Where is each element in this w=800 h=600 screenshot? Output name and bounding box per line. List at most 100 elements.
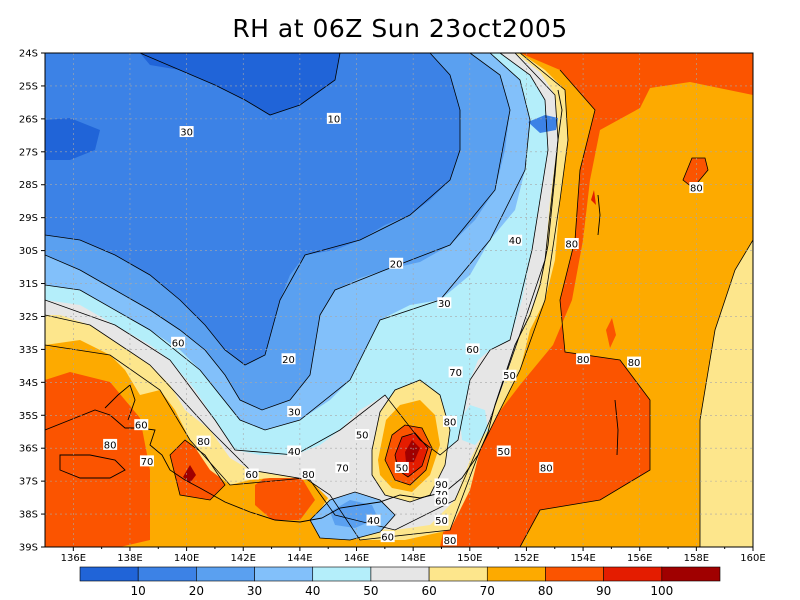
- contour-lines: [45, 53, 753, 547]
- contour-label: 80: [577, 355, 590, 366]
- contour-label-bg: [434, 514, 449, 526]
- gridlines: [45, 53, 753, 547]
- lon-label: 138E: [117, 553, 142, 564]
- contour-label-bg: [287, 405, 302, 417]
- contour-label-bg: [496, 445, 511, 457]
- colorbar-label: 40: [305, 584, 320, 598]
- colorbar-swatch: [254, 566, 314, 582]
- colorbar-swatch: [486, 566, 546, 582]
- contour-label-bg: [103, 438, 118, 450]
- lat-label: 25S: [19, 81, 38, 92]
- map-title: RH at 06Z Sun 23oct2005: [232, 14, 568, 43]
- contour-label-bg: [442, 534, 457, 546]
- colorbar-label: 60: [421, 584, 436, 598]
- contour-label: 60: [135, 421, 148, 432]
- contour-label-bg: [576, 353, 591, 365]
- contour-label: 80: [540, 463, 553, 474]
- colorbar-label: 100: [650, 584, 673, 598]
- lon-label: 156E: [627, 553, 652, 564]
- colorbar-swatch: [312, 566, 372, 582]
- contour-label-bg: [539, 461, 554, 473]
- contour-label: 70: [141, 457, 154, 468]
- contour-label-bg: [139, 455, 154, 467]
- contour-label: 60: [466, 345, 479, 356]
- contour-label: 20: [282, 355, 295, 366]
- contour-label: 80: [444, 417, 457, 428]
- contour-label-bg: [434, 488, 449, 500]
- contour-label: 40: [367, 516, 380, 527]
- lat-label: 35S: [19, 411, 38, 422]
- contour-label-bg: [389, 257, 404, 269]
- lon-label: 160E: [740, 553, 765, 564]
- contour-label: 70: [336, 463, 349, 474]
- contour-label-bg: [689, 182, 704, 194]
- colorbar-swatch: [661, 566, 721, 582]
- contour-label: 80: [302, 470, 315, 481]
- lat-label: 31S: [19, 279, 38, 290]
- colorbar-label: 50: [363, 584, 378, 598]
- contour-label: 30: [180, 128, 193, 139]
- lat-label: 27S: [19, 147, 38, 158]
- contour-label: 80: [104, 440, 117, 451]
- contour-label-bg: [326, 112, 341, 124]
- lat-label: 32S: [19, 312, 38, 323]
- contour-label-bg: [366, 514, 381, 526]
- contour-label: 20: [390, 259, 403, 270]
- lon-label: 154E: [570, 553, 595, 564]
- contour-label-bg: [394, 461, 409, 473]
- contour-label: 60: [435, 496, 448, 507]
- contour-label-bg: [281, 353, 296, 365]
- lat-label: 28S: [19, 180, 38, 191]
- contour-label-bg: [335, 461, 350, 473]
- contour-label-bg: [355, 429, 370, 441]
- contour-labels: 10 30 20 40 30 80 80 60 20 60 80 80 70 50 30 60 80 50 80 80…: [103, 112, 704, 547]
- lat-label: 39S: [19, 543, 38, 554]
- contour-label: 80: [565, 240, 578, 251]
- colorbar-swatch: [428, 566, 488, 582]
- contour-label-bg: [508, 234, 523, 246]
- contour-label: 40: [288, 447, 301, 458]
- colorbar: 10 20 30 40 50 60 70 80 90 100: [79, 566, 721, 598]
- axes: 24S 25S 26S 27S 28S 29S 30S 31S 32S 33S 34S 35S 36S 3…: [19, 49, 766, 565]
- contour-label: 50: [356, 431, 369, 442]
- lon-label: 150E: [457, 553, 482, 564]
- contour-label: 50: [497, 447, 510, 458]
- contour-label-bg: [448, 366, 463, 378]
- contour-label-bg: [627, 356, 642, 368]
- contour-label: 30: [438, 299, 451, 310]
- lon-label: 144E: [287, 553, 312, 564]
- contour-label-bg: [179, 126, 194, 138]
- colorbar-label: 20: [189, 584, 204, 598]
- lat-label: 34S: [19, 378, 38, 389]
- colorbar-label: 30: [247, 584, 262, 598]
- contour-label: 10: [327, 114, 340, 125]
- colorbar-swatch: [545, 566, 604, 582]
- colorbar-label: 10: [131, 584, 146, 598]
- contour-label-bg: [301, 468, 316, 480]
- contour-label-bg: [287, 445, 302, 457]
- lon-label: 140E: [174, 553, 199, 564]
- contour-label: 60: [381, 533, 394, 544]
- filled-contours: [45, 53, 753, 547]
- colorbar-swatch: [137, 566, 197, 582]
- contour-label: 50: [395, 463, 408, 474]
- colorbar-label: 90: [596, 584, 611, 598]
- lat-label: 29S: [19, 213, 38, 224]
- contour-label: 60: [172, 338, 185, 349]
- contour-label: 70: [449, 368, 462, 379]
- lon-label: 136E: [61, 553, 86, 564]
- contour-label: 60: [245, 470, 258, 481]
- lon-label: 146E: [344, 553, 369, 564]
- lat-label: 30S: [19, 246, 38, 257]
- contour-label: 50: [435, 516, 448, 527]
- lon-label: 142E: [231, 553, 256, 564]
- lat-label: 36S: [19, 444, 38, 455]
- contour-label-bg: [442, 415, 457, 427]
- colorbar-label: 70: [480, 584, 495, 598]
- lat-label: 38S: [19, 510, 38, 521]
- lon-label: 152E: [514, 553, 539, 564]
- contour-label-bg: [434, 494, 449, 506]
- contour-label: 80: [628, 358, 641, 369]
- lat-label: 33S: [19, 345, 38, 356]
